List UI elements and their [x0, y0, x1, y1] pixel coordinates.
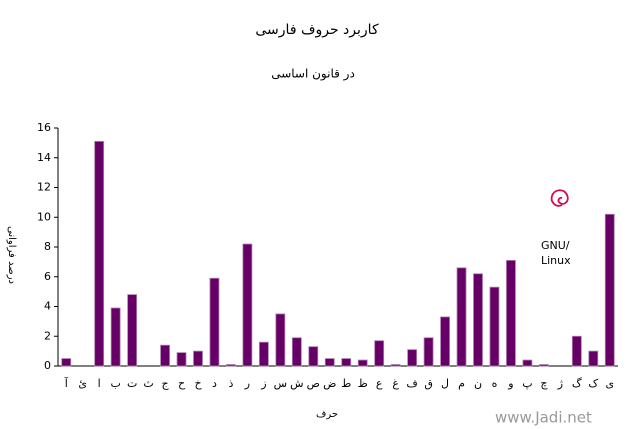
debian-logo: [550, 189, 569, 207]
x-tick-label: ی: [605, 377, 614, 390]
watermark: www.Jadi.net: [495, 409, 592, 427]
y-tick-label: 10: [37, 210, 51, 223]
bar: [357, 359, 368, 367]
x-tick-label: خ: [194, 377, 202, 390]
y-tick-label: 12: [37, 181, 51, 194]
x-tick-label: ض: [323, 377, 336, 390]
y-tick-label: 4: [44, 300, 51, 313]
bar: [176, 352, 187, 367]
x-tick-label: ص: [307, 377, 320, 390]
chart-title: کاربرد حروف فارسی: [255, 22, 379, 38]
x-tick-label: س: [274, 377, 287, 390]
y-tick-label: 2: [44, 329, 51, 342]
x-tick-label: ن: [474, 377, 482, 390]
bar: [538, 364, 549, 367]
bar: [94, 140, 105, 367]
x-tick-label: ه: [492, 377, 498, 390]
x-tick-label: ر: [244, 377, 250, 390]
x-tick-label: آ: [64, 376, 69, 390]
bar: [588, 350, 599, 367]
x-tick-label: پ: [522, 377, 532, 390]
bar: [571, 335, 582, 367]
annotation: Linux: [541, 254, 571, 267]
bar: [291, 337, 302, 367]
x-tick-label: ج: [162, 377, 170, 390]
y-tick-label: 0: [44, 359, 51, 372]
bar: [258, 341, 269, 367]
bar: [127, 294, 138, 367]
bar: [456, 267, 467, 367]
bar: [324, 358, 335, 367]
bar: [193, 350, 203, 367]
bar: [506, 259, 516, 367]
annotation: GNU/: [541, 239, 570, 252]
y-tick-label: 6: [44, 270, 51, 283]
bar: [275, 313, 286, 367]
x-tick-label: ز: [260, 377, 266, 390]
x-tick-label: ژ: [557, 377, 563, 390]
x-tick-label: ا: [98, 377, 101, 390]
x-tick-label: ط: [341, 377, 351, 390]
chart-subtitle: در قانون اساسی: [271, 67, 355, 82]
x-tick-label: گ: [572, 377, 582, 390]
x-tick-label: غ: [392, 377, 399, 390]
x-tick-label: و: [507, 377, 513, 390]
x-tick-label: ب: [110, 377, 120, 390]
x-tick-label: ف: [406, 377, 417, 390]
bar: [308, 346, 319, 367]
x-tick-label: د: [212, 377, 217, 390]
bar: [209, 277, 220, 367]
x-tick-label: م: [458, 377, 465, 390]
x-tick-label: ئ: [78, 377, 87, 390]
bar: [522, 359, 533, 367]
x-tick-label: ذ: [228, 377, 233, 390]
x-tick-label: ت: [127, 377, 137, 390]
x-axis-label: حرف: [316, 409, 338, 420]
bar: [160, 344, 170, 367]
bar: [407, 349, 418, 367]
x-tick-label: ث: [143, 377, 153, 390]
x-tick-label: ظ: [358, 377, 368, 390]
bar: [61, 358, 72, 367]
x-tick-label: ک: [588, 377, 598, 390]
x-tick-label: ل: [441, 377, 449, 390]
bar: [390, 364, 401, 367]
x-tick-label: ق: [424, 377, 433, 390]
y-tick-label: 8: [44, 240, 51, 253]
bar: [242, 243, 253, 367]
bar: [440, 316, 450, 367]
bar: [489, 286, 500, 367]
bar: [341, 358, 352, 367]
x-tick-label: چ: [540, 377, 548, 390]
bar: [110, 307, 121, 367]
y-tick-label: 16: [37, 121, 51, 134]
y-axis-label: درصد فراوانی: [6, 226, 17, 284]
bar: [423, 337, 434, 367]
bar: [226, 364, 236, 367]
x-tick-label: ح: [178, 377, 186, 390]
y-tick-label: 14: [37, 151, 51, 164]
x-tick-label: ع: [376, 377, 383, 390]
bar: [604, 213, 615, 367]
bar: [374, 340, 385, 367]
x-tick-label: ش: [290, 377, 303, 390]
bar: [473, 273, 483, 367]
